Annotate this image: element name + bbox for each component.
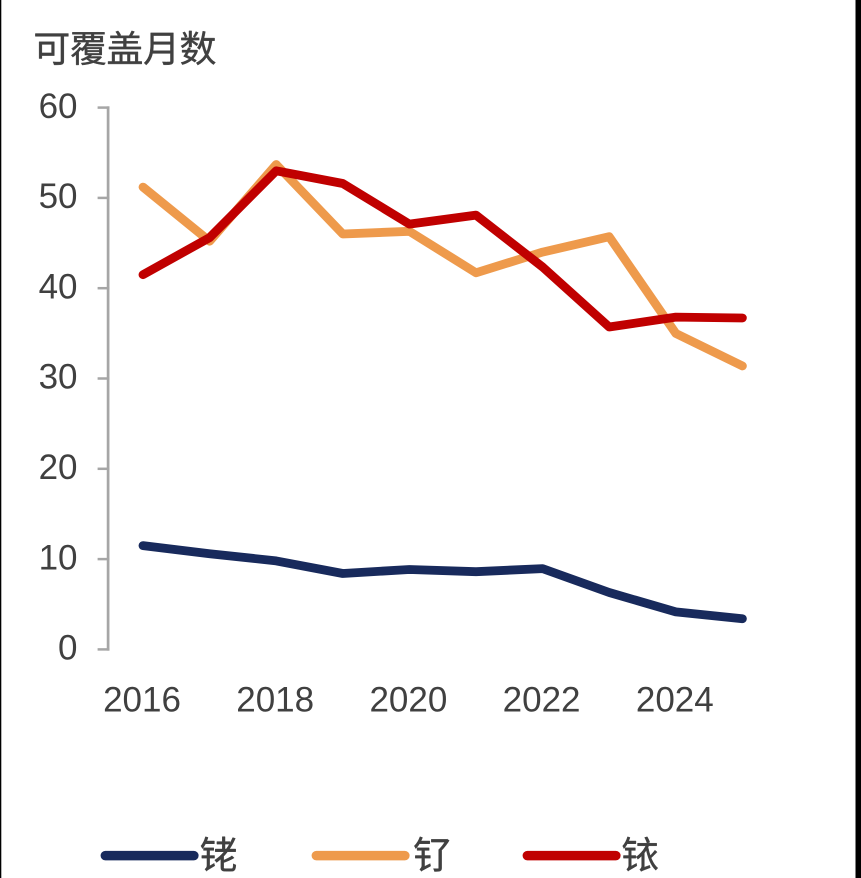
svg-text:0: 0 — [58, 629, 77, 668]
svg-text:10: 10 — [39, 538, 78, 577]
svg-text:2016: 2016 — [103, 681, 181, 720]
svg-text:30: 30 — [39, 358, 78, 397]
svg-text:2020: 2020 — [369, 681, 447, 720]
svg-text:60: 60 — [39, 87, 78, 126]
svg-text:2018: 2018 — [236, 681, 314, 720]
svg-text:2024: 2024 — [636, 681, 714, 720]
svg-text:20: 20 — [39, 448, 78, 487]
svg-text:50: 50 — [39, 177, 78, 216]
svg-text:2022: 2022 — [503, 681, 581, 720]
svg-text:40: 40 — [39, 267, 78, 306]
